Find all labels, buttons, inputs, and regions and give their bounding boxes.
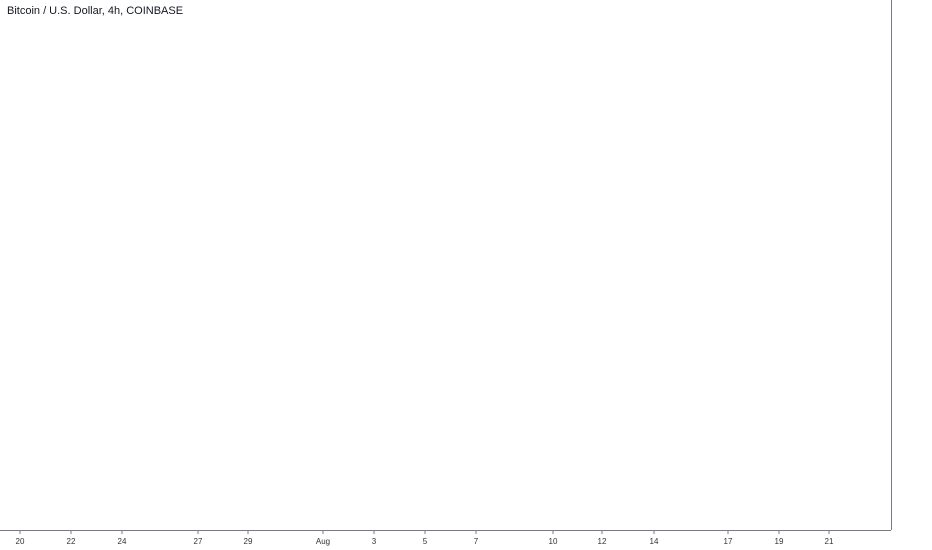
x-tick-label: 27 xyxy=(194,537,203,546)
chart-title: Bitcoin / U.S. Dollar, 4h, COINBASE xyxy=(7,5,184,17)
x-tick-label: 14 xyxy=(650,537,659,546)
x-tick-label: 5 xyxy=(423,537,428,546)
x-tick-label: 3 xyxy=(372,537,377,546)
x-tick-label: 19 xyxy=(775,537,784,546)
x-tick-label: 21 xyxy=(825,537,834,546)
x-tick-label: 24 xyxy=(118,537,127,546)
x-tick-label: 20 xyxy=(16,537,25,546)
x-tick-label: 29 xyxy=(244,537,253,546)
x-tick-label: 17 xyxy=(724,537,733,546)
x-tick-label: 10 xyxy=(549,537,558,546)
x-tick-label: 12 xyxy=(598,537,607,546)
x-tick-label: 22 xyxy=(67,537,76,546)
x-tick-label: 7 xyxy=(474,537,479,546)
x-tick-label: Aug xyxy=(316,537,330,546)
